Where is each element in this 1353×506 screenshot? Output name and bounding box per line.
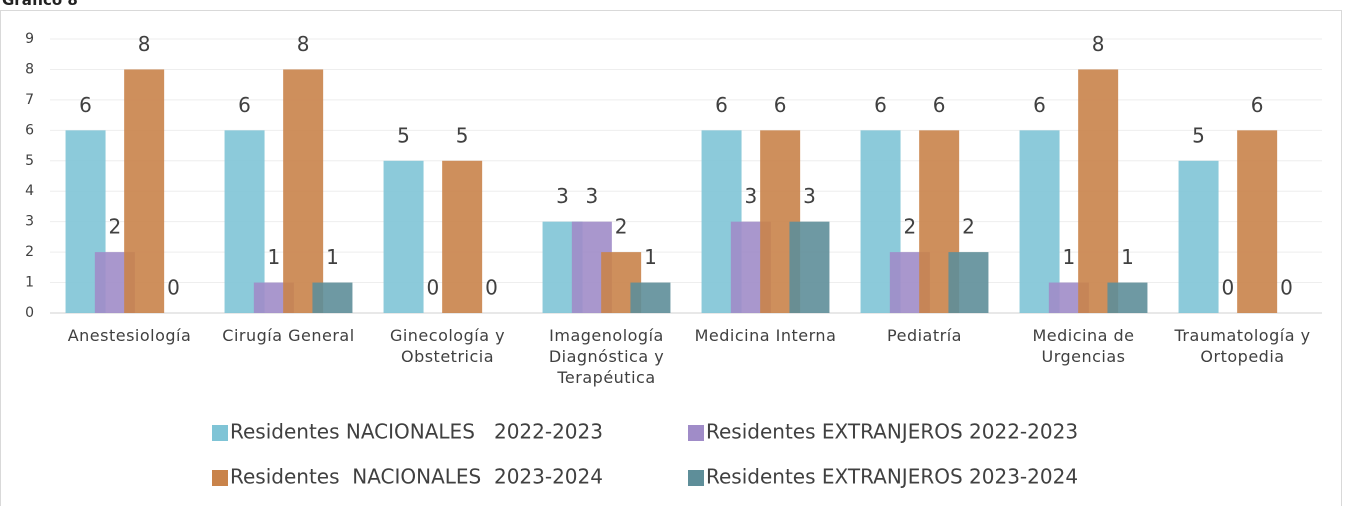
y-tick-label: 0 <box>25 305 34 321</box>
y-tick-label: 8 <box>25 61 34 77</box>
x-tick-label: Medicina Interna <box>694 326 837 345</box>
bar <box>1237 130 1278 313</box>
y-tick-label: 3 <box>25 214 34 230</box>
x-tick-label: Pediatría <box>887 326 962 345</box>
y-tick-label: 1 <box>25 275 34 291</box>
y-tick-label: 7 <box>25 92 34 108</box>
data-label: 5 <box>1192 123 1205 147</box>
x-tick-label: Medicina de Urgencias <box>1032 326 1135 366</box>
y-tick-label: 5 <box>25 153 34 169</box>
data-label: 1 <box>1121 245 1134 269</box>
data-label: 6 <box>238 93 251 117</box>
data-label: 5 <box>397 123 410 147</box>
legend-label: Residentes NACIONALES 2023-2024 <box>230 465 603 489</box>
chart-border <box>0 10 1342 506</box>
bar <box>312 282 353 313</box>
legend-swatch <box>212 425 228 441</box>
bar <box>948 252 989 313</box>
data-label: 6 <box>774 93 787 117</box>
y-tick-label: 4 <box>25 183 34 199</box>
data-label: 1 <box>326 245 339 269</box>
legend-label: Residentes NACIONALES 2022-2023 <box>230 420 603 444</box>
bar <box>630 282 671 313</box>
data-label: 1 <box>267 245 280 269</box>
data-label: 3 <box>744 184 757 208</box>
data-label: 0 <box>167 276 180 300</box>
bar <box>383 160 424 313</box>
legend-label: Residentes EXTRANJEROS 2023-2024 <box>706 465 1078 489</box>
data-label: 2 <box>615 215 628 239</box>
data-label: 3 <box>556 184 569 208</box>
data-label: 3 <box>803 184 816 208</box>
data-label: 2 <box>962 215 975 239</box>
data-label: 2 <box>903 215 916 239</box>
data-label: 0 <box>426 276 439 300</box>
data-label: 0 <box>485 276 498 300</box>
data-label: 3 <box>585 184 598 208</box>
bar <box>1178 160 1219 313</box>
legend-swatch <box>688 425 704 441</box>
data-label: 6 <box>1251 93 1264 117</box>
data-label: 5 <box>456 123 469 147</box>
data-label: 1 <box>644 245 657 269</box>
data-label: 6 <box>79 93 92 117</box>
bar <box>1078 69 1119 313</box>
x-tick-label: Cirugía General <box>222 326 355 345</box>
y-tick-label: 2 <box>25 244 34 260</box>
data-label: 8 <box>297 32 310 56</box>
legend-label: Residentes EXTRANJEROS 2022-2023 <box>706 420 1078 444</box>
legend-swatch <box>212 470 228 486</box>
data-label: 2 <box>108 215 121 239</box>
x-tick-label: Anestesiología <box>67 326 192 345</box>
bar <box>283 69 324 313</box>
data-label: 8 <box>1092 32 1105 56</box>
data-label: 1 <box>1062 245 1075 269</box>
bar <box>442 160 483 313</box>
data-label: 0 <box>1280 276 1293 300</box>
bar <box>789 221 830 313</box>
data-label: 0 <box>1221 276 1234 300</box>
data-label: 6 <box>874 93 887 117</box>
data-label: 6 <box>715 93 728 117</box>
x-tick-label: Ginecología y Obstetricia <box>389 326 506 366</box>
bar <box>1107 282 1148 313</box>
x-tick-label: Imagenología Diagnóstica y Terapéutica <box>548 326 665 387</box>
data-label: 6 <box>933 93 946 117</box>
y-tick-label: 9 <box>25 31 34 47</box>
legend-swatch <box>688 470 704 486</box>
data-label: 8 <box>138 32 151 56</box>
x-tick-label: Traumatología y Ortopedia <box>1174 326 1311 366</box>
y-tick-label: 6 <box>25 122 34 138</box>
data-label: 6 <box>1033 93 1046 117</box>
bar <box>124 69 165 313</box>
chart-title: Gráfico 8 <box>2 0 78 9</box>
